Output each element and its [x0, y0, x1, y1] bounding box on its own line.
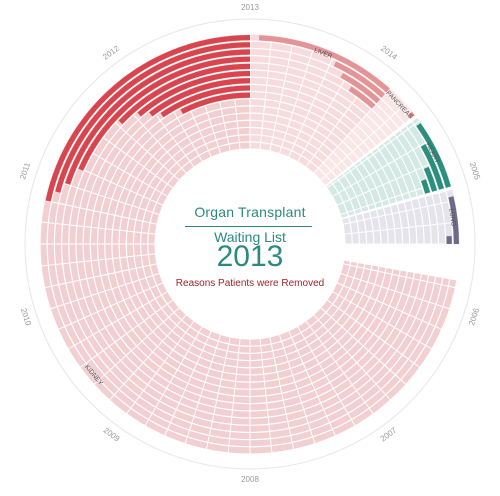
selected-year: 2013 [216, 240, 284, 273]
center-disk [156, 150, 344, 338]
highlight-bar-kidney [55, 42, 250, 193]
highlight-bar-heart [421, 179, 431, 194]
year-label: 2010 [19, 307, 33, 327]
grid-spoke [320, 103, 407, 181]
grid-spoke [288, 51, 336, 158]
grid-spoke [126, 320, 195, 415]
highlight-bar-heart [416, 123, 451, 188]
grid-spoke [205, 336, 231, 450]
grid-spoke [57, 282, 164, 330]
highlight-bar-kidney [65, 49, 250, 185]
grid-spoke [332, 138, 433, 197]
grid-spoke [326, 299, 421, 368]
highlight-bar-heart [423, 166, 438, 192]
organ-label-lung: LUNG [447, 208, 456, 227]
grid-spoke [332, 291, 433, 350]
year-label: 2014 [379, 44, 399, 62]
title-divider [185, 226, 312, 227]
grid-spoke [50, 272, 160, 310]
grid-spoke [144, 326, 203, 427]
grid-spoke [336, 282, 443, 330]
grid-spoke [320, 307, 407, 385]
grid-spoke [44, 199, 158, 225]
grid-spoke [336, 158, 443, 206]
outer-ring [24, 18, 476, 470]
highlight-bar-kidney [149, 78, 250, 117]
grid-spoke [269, 336, 295, 450]
year-label: 2012 [101, 44, 121, 62]
grid-spoke [278, 44, 316, 154]
grid-spoke [41, 221, 156, 235]
year-label: 2011 [18, 161, 32, 181]
grid-spoke [344, 221, 459, 235]
grid-spoke [342, 263, 456, 289]
highlight-bar-lung [446, 236, 452, 244]
organ-sector-pancreas [313, 87, 416, 186]
grid-spoke [50, 178, 160, 216]
highlight-bar-kidney [160, 85, 250, 118]
chart-title-line1: Organ Transplant [194, 204, 306, 220]
grid-spoke [93, 307, 180, 385]
grid-spoke [340, 272, 450, 310]
grid-spoke [288, 330, 336, 437]
grid-spoke [313, 314, 391, 401]
year-label: 2007 [379, 425, 399, 443]
grid-spoke [305, 320, 374, 415]
grid-spoke [297, 326, 356, 427]
highlight-bar-pancreas [407, 111, 415, 119]
highlight-bar-kidney [180, 92, 250, 114]
grid-spoke [109, 314, 187, 401]
chart-title-line2: Waiting List [214, 229, 286, 245]
grid-spoke [259, 35, 273, 150]
grid-spoke [184, 334, 222, 444]
year-label: 2008 [241, 475, 259, 484]
grid-spoke [278, 334, 316, 444]
year-label: 2006 [467, 306, 481, 326]
grid-spoke [344, 253, 459, 267]
grid-spoke [342, 199, 456, 225]
grid-spoke [164, 330, 212, 437]
organ-sector-kidney [40, 34, 457, 455]
year-label: 2005 [468, 161, 482, 181]
year-label: 2009 [102, 426, 122, 444]
highlight-bar-kidney [78, 56, 251, 171]
highlight-bar-kidney [45, 35, 250, 202]
grid-spoke [41, 253, 156, 267]
highlight-bar-liver [258, 35, 390, 93]
grid-spoke [44, 263, 158, 289]
year-label: 2013 [241, 3, 259, 12]
highlight-bar-liver [340, 73, 381, 104]
organ-sector-heart [325, 117, 452, 218]
grid-spoke [67, 291, 168, 350]
grid-spoke [227, 338, 241, 453]
highlight-bar-heart [420, 144, 444, 190]
highlight-bar-liver [333, 61, 386, 98]
grid-spoke [259, 338, 273, 453]
highlight-bar-lung [448, 196, 459, 244]
chart-subtitle: Reasons Patients were Removed [175, 278, 325, 289]
grid-spoke [269, 38, 295, 152]
highlight-bar-kidney [137, 70, 250, 117]
highlight-bar-liver [348, 86, 376, 109]
grid-spoke [326, 120, 421, 189]
grid-spoke [79, 299, 174, 368]
